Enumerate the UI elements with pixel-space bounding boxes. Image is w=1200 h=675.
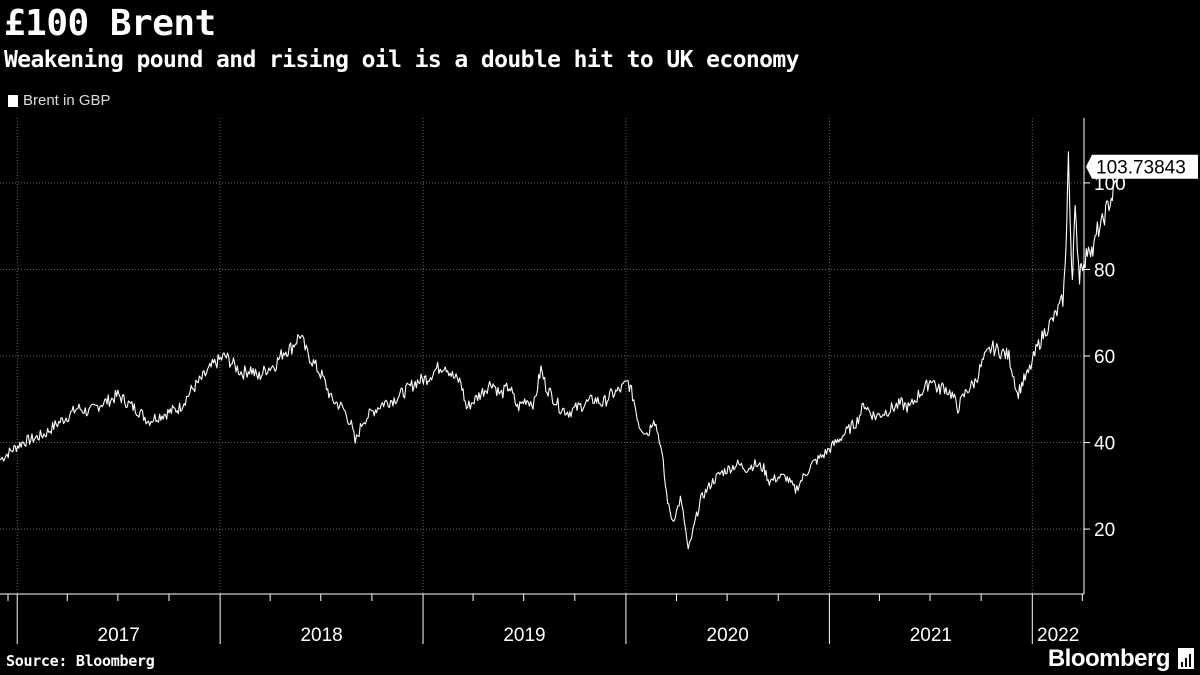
year-label: 2020 bbox=[707, 625, 749, 646]
source-note: Source: Bloomberg bbox=[6, 652, 155, 670]
year-label: 2017 bbox=[98, 625, 140, 646]
y-tick-label: 100 bbox=[1094, 174, 1126, 195]
legend: Brent in GBP bbox=[8, 92, 111, 109]
y-tick-label: 20 bbox=[1094, 520, 1115, 541]
y-tick-label: 60 bbox=[1094, 347, 1115, 368]
bloomberg-mark-icon bbox=[1178, 648, 1194, 669]
y-tick-label: 80 bbox=[1094, 260, 1115, 281]
y-tick-label: 40 bbox=[1094, 434, 1115, 455]
legend-label: Brent in GBP bbox=[23, 92, 111, 109]
legend-swatch bbox=[8, 94, 18, 107]
chart-subtitle: Weakening pound and rising oil is a doub… bbox=[4, 47, 799, 73]
chart-title: £100 Brent bbox=[4, 3, 216, 44]
last-value-label: 103.73843 bbox=[1096, 158, 1186, 179]
series-line-brent-gbp bbox=[0, 151, 1121, 550]
year-label: 2019 bbox=[503, 625, 545, 646]
year-label: 2021 bbox=[910, 625, 952, 646]
bloomberg-logo: Bloomberg bbox=[1047, 645, 1171, 672]
last-value-badge bbox=[1086, 154, 1198, 179]
year-label: 2022 bbox=[1037, 625, 1079, 646]
year-label: 2018 bbox=[300, 625, 342, 646]
